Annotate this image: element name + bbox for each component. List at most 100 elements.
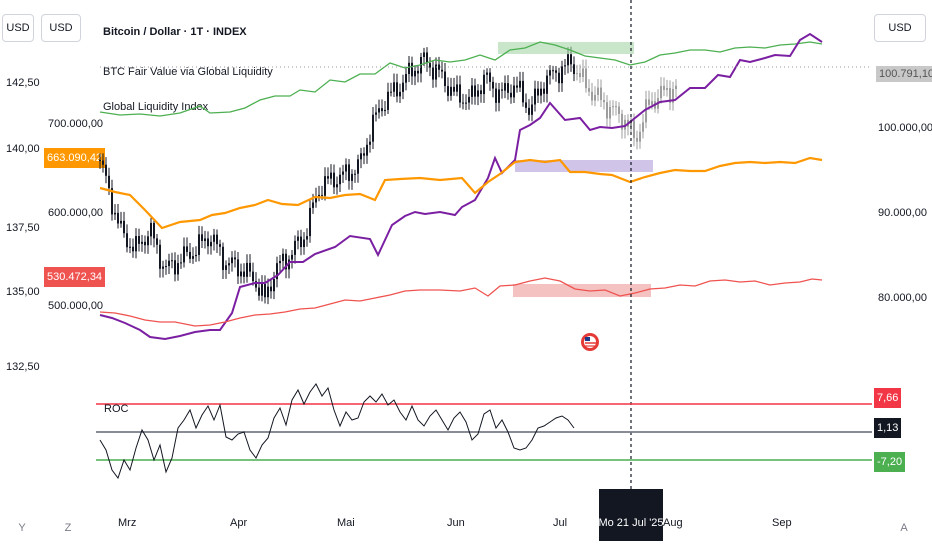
inner-tick-3: 500.000,00	[48, 300, 104, 312]
candle-body	[246, 262, 248, 277]
roc-upper-tag: 7,66	[874, 388, 902, 408]
candle-body	[561, 66, 563, 84]
candle-body	[210, 241, 212, 247]
legend-liquidity[interactable]: Global Liquidity Index	[103, 101, 209, 113]
candle-body	[399, 91, 401, 97]
inner-tick-2: 600.000,00	[48, 207, 104, 219]
currency-left-label: USD	[6, 22, 30, 34]
candle-body	[438, 64, 440, 70]
candle-body	[390, 91, 392, 93]
candle-body	[504, 83, 506, 91]
candle-body	[258, 287, 260, 296]
candle-body	[642, 122, 644, 132]
candle-body	[171, 260, 173, 262]
candle-body	[639, 131, 641, 142]
candle-body	[468, 96, 470, 103]
candle-body	[486, 72, 488, 75]
candle-body	[111, 188, 113, 215]
candle-body	[393, 82, 395, 92]
liquidity-value-tag: 663.090,42	[44, 148, 106, 168]
candle-body	[411, 62, 413, 77]
candle-body	[156, 238, 158, 245]
candle-body	[252, 271, 254, 282]
candle-body	[243, 271, 245, 277]
candle-body	[402, 82, 404, 92]
candle-body	[270, 286, 272, 292]
zoom-toggle[interactable]: Z	[64, 522, 72, 534]
candle-body	[552, 70, 554, 72]
candle-body	[327, 176, 329, 179]
candle-body	[231, 257, 233, 264]
right-tick-1: 100.000,00	[878, 122, 932, 134]
log-scale-toggle[interactable]: Y	[18, 522, 26, 534]
purple-btc-fair-value-line	[99, 32, 823, 341]
candle-body	[282, 253, 284, 261]
candle-body	[414, 70, 416, 77]
candle-body	[207, 238, 209, 247]
candle-body	[447, 86, 449, 96]
x-tick-mai: Mai	[337, 517, 355, 529]
currency-right-button[interactable]: USD	[874, 14, 926, 42]
candle-body	[129, 246, 131, 248]
candle-body	[591, 91, 593, 101]
candle-body	[177, 263, 179, 275]
candle-body	[429, 63, 431, 68]
candle-body	[417, 70, 419, 74]
candle-body	[186, 246, 188, 252]
candle-body	[621, 113, 623, 130]
us-flag-icon	[581, 333, 599, 351]
left-tick-3: 137,50	[6, 222, 40, 234]
candle-body	[585, 68, 587, 89]
candle-body	[150, 222, 152, 237]
candle-body	[264, 283, 266, 298]
candle-body	[534, 88, 536, 105]
candle-body	[324, 176, 326, 196]
candle-body	[234, 257, 236, 260]
candle-body	[588, 88, 590, 92]
candle-body	[444, 71, 446, 87]
candle-body	[651, 101, 653, 105]
candle-body	[387, 91, 389, 110]
candle-body	[507, 83, 509, 93]
candle-body	[192, 256, 194, 259]
candle-body	[183, 246, 185, 263]
candle-body	[663, 85, 665, 90]
legend-fair-value[interactable]: BTC Fair Value via Global Liquidity	[103, 66, 273, 78]
candle-body	[321, 194, 323, 196]
candle-body	[117, 212, 119, 224]
candle-body	[303, 239, 305, 248]
scale-mode-button[interactable]: USD	[2, 14, 34, 42]
right-tick-3: 80.000,00	[878, 292, 927, 304]
candle-body	[309, 207, 311, 237]
candle-body	[363, 153, 365, 156]
candle-body	[603, 100, 605, 103]
candle-body	[132, 246, 134, 252]
candle-body	[366, 144, 368, 156]
chart-title[interactable]: Bitcoin / Dollar · 1T · INDEX	[103, 26, 247, 38]
candle-body	[159, 244, 161, 269]
candle-body	[123, 220, 125, 234]
candle-body	[525, 102, 527, 108]
candle-body	[315, 196, 317, 203]
crosshair-date: Mo 21 Jul '25	[598, 517, 663, 529]
candle-body	[375, 112, 377, 115]
candle-body	[342, 171, 344, 175]
auto-scale-toggle[interactable]: A	[900, 522, 908, 534]
candle-body	[537, 88, 539, 96]
candle-body	[570, 54, 572, 65]
candle-body	[369, 141, 371, 145]
candle-body	[240, 271, 242, 277]
orange-liquidity-line	[99, 156, 823, 230]
candle-body	[579, 73, 581, 77]
candle-body	[255, 281, 257, 288]
candle-body	[477, 90, 479, 97]
candle-body	[459, 84, 461, 103]
currency-button[interactable]: USD	[41, 14, 81, 42]
candle-body	[357, 159, 359, 174]
candle-body	[285, 253, 287, 270]
candle-body	[312, 202, 314, 208]
candle-body	[279, 260, 281, 264]
candle-body	[597, 87, 599, 95]
candle-body	[546, 75, 548, 94]
